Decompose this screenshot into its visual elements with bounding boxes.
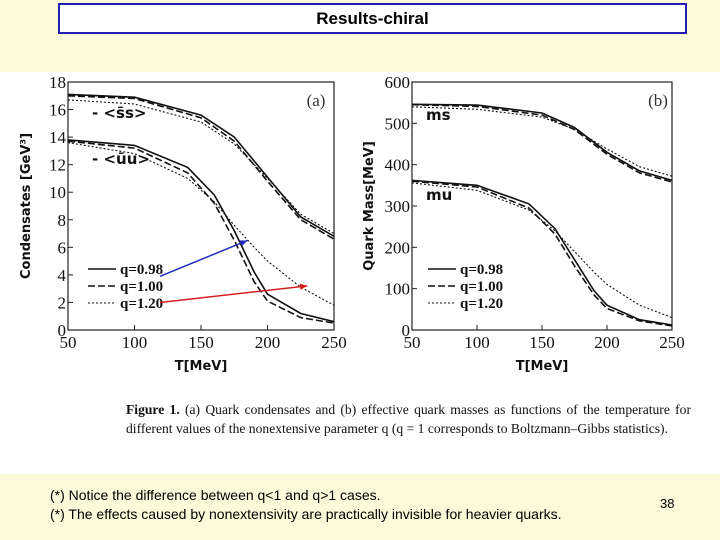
arrow-blue xyxy=(159,239,248,277)
x-tick-label: 100 xyxy=(464,333,490,352)
series-line-u-q1.20 xyxy=(67,142,335,306)
legend-entry: q=1.00 xyxy=(120,279,163,295)
curve-annotation: mu xyxy=(426,186,452,204)
panel-label: (b) xyxy=(648,91,668,110)
y-tick-label: 2 xyxy=(58,293,67,312)
legend-entry: q=0.98 xyxy=(120,262,163,278)
series-line-s-q0.98 xyxy=(411,103,673,182)
y-tick-label: 600 xyxy=(385,73,411,92)
y-tick-label: 14 xyxy=(49,128,67,147)
panel-b: 50 100 150 200 250 0 100 200 300 400 500 600 T[MeV] Q… xyxy=(362,73,685,374)
y-tick-label: 4 xyxy=(58,266,67,285)
y-tick-label: 0 xyxy=(58,321,67,340)
arrow-red xyxy=(159,285,308,304)
x-axis-label: T[MeV] xyxy=(175,359,228,374)
legend-entry: q=0.98 xyxy=(460,262,503,278)
curve-annotation: - <s̄s> xyxy=(92,104,146,122)
curve-annotation: ms xyxy=(426,106,451,124)
series-line-s-q1.00 xyxy=(411,103,673,183)
figure-caption: Figure 1. (a) Quark condensates and (b) … xyxy=(126,400,691,438)
y-tick-label: 18 xyxy=(49,73,66,92)
y-tick-label: 100 xyxy=(385,280,411,299)
panel-a: 50 100 150 200 250 0 2 4 6 8 10 12 14 16 18 T[MeV] Conde… xyxy=(19,73,347,374)
y-tick-label: 6 xyxy=(58,238,67,257)
note-line-1: (*) Notice the difference between q<1 an… xyxy=(50,487,381,503)
x-tick-label: 100 xyxy=(122,333,148,352)
y-tick-label: 10 xyxy=(49,183,66,202)
series-line-u-q0.98 xyxy=(411,179,673,326)
y-tick-label: 400 xyxy=(385,156,411,175)
panel-label: (a) xyxy=(307,91,326,110)
x-tick-label: 150 xyxy=(188,333,214,352)
series-line-s-q1.20 xyxy=(411,106,673,177)
y-axis-label: Quark Mass[MeV] xyxy=(362,141,377,271)
series-line-s-q1.00 xyxy=(67,95,335,240)
caption-text: (a) Quark condensates and (b) effective … xyxy=(126,402,691,436)
y-tick-label: 8 xyxy=(58,211,67,230)
series-line-u-q1.00 xyxy=(67,140,335,324)
x-tick-label: 200 xyxy=(255,333,281,352)
x-tick-label: 250 xyxy=(321,333,347,352)
series-line-u-q1.00 xyxy=(411,180,673,327)
x-tick-label: 50 xyxy=(60,333,77,352)
y-tick-label: 0 xyxy=(402,321,411,340)
legend-entry: q=1.20 xyxy=(460,296,503,312)
arrow-head-blue xyxy=(239,240,248,247)
legend-entry: q=1.00 xyxy=(460,279,503,295)
y-tick-label: 200 xyxy=(385,238,411,257)
slide-notes: (*) Notice the difference between q<1 an… xyxy=(50,486,562,524)
series-line-u-q0.98 xyxy=(67,139,335,323)
x-axis-label: T[MeV] xyxy=(516,359,569,374)
arrow-head-red xyxy=(299,283,308,290)
y-tick-label: 16 xyxy=(49,101,66,120)
note-line-2: (*) The effects caused by nonextensivity… xyxy=(50,506,562,522)
plot-frame xyxy=(411,81,673,331)
page-number: 38 xyxy=(660,496,675,511)
legend-entry: q=1.20 xyxy=(120,296,163,312)
x-tick-label: 50 xyxy=(404,333,421,352)
x-tick-label: 250 xyxy=(659,333,685,352)
series-line-s-q1.20 xyxy=(67,99,335,235)
slide-title: Results-chiral xyxy=(58,3,687,34)
y-axis-label: Condensates [GeV³] xyxy=(19,133,34,279)
figure: 50 100 150 200 250 0 2 4 6 8 10 12 14 16 18 T[MeV] Conde… xyxy=(0,72,720,474)
curve-annotation: - <ūu> xyxy=(92,150,150,168)
y-tick-label: 500 xyxy=(385,114,411,133)
x-tick-label: 150 xyxy=(529,333,555,352)
x-tick-label: 200 xyxy=(594,333,620,352)
y-tick-label: 300 xyxy=(385,197,411,216)
y-tick-label: 12 xyxy=(49,156,66,175)
series-line-s-q0.98 xyxy=(67,93,335,237)
chart-canvas: 50 100 150 200 250 0 2 4 6 8 10 12 14 16 18 T[MeV] Conde… xyxy=(19,73,685,374)
caption-figure-label: Figure 1. xyxy=(126,402,180,417)
